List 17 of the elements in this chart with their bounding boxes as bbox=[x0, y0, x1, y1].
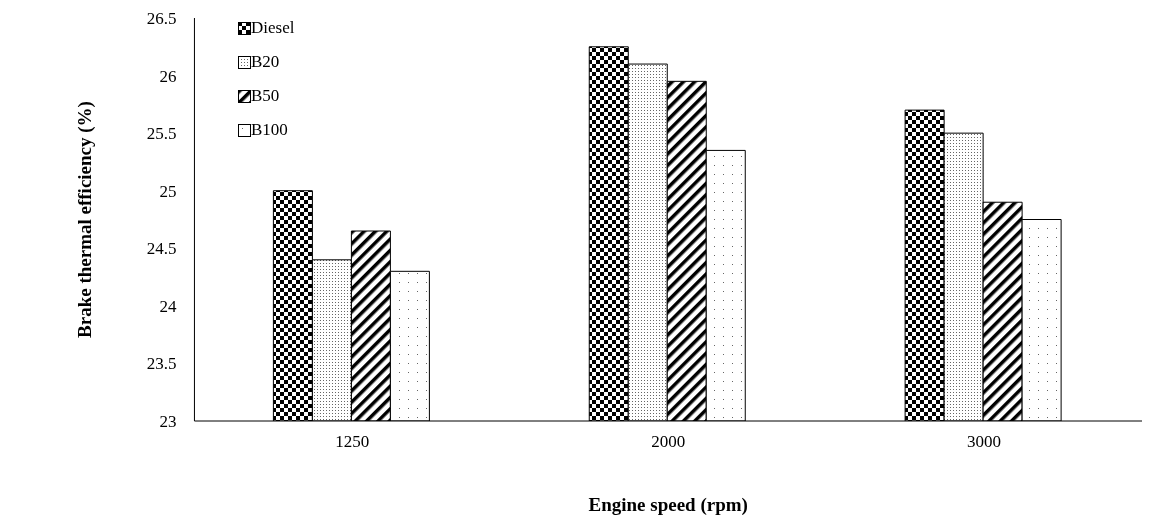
y-tick-label: 26 bbox=[159, 66, 177, 86]
y-tick-label: 24.5 bbox=[146, 239, 177, 259]
y-tick-label: 24 bbox=[159, 296, 177, 316]
y-tick-label: 23 bbox=[159, 412, 177, 432]
x-tick-label: 3000 bbox=[967, 432, 1002, 452]
x-tick-label: 1250 bbox=[335, 432, 370, 452]
legend-label: B20 bbox=[251, 52, 280, 72]
legend-label: B50 bbox=[251, 86, 280, 106]
y-axis-title: Brake thermal efficiency (%) bbox=[74, 101, 97, 338]
y-tick-label: 26.5 bbox=[146, 9, 177, 29]
legend-label: B100 bbox=[251, 120, 288, 140]
y-tick-label: 23.5 bbox=[146, 354, 177, 374]
legend-label: Diesel bbox=[251, 18, 295, 38]
y-tick-label: 25 bbox=[159, 181, 177, 201]
x-axis-title: Engine speed (rpm) bbox=[588, 494, 748, 516]
y-tick-label: 25.5 bbox=[146, 124, 177, 144]
x-tick-label: 2000 bbox=[651, 432, 686, 452]
